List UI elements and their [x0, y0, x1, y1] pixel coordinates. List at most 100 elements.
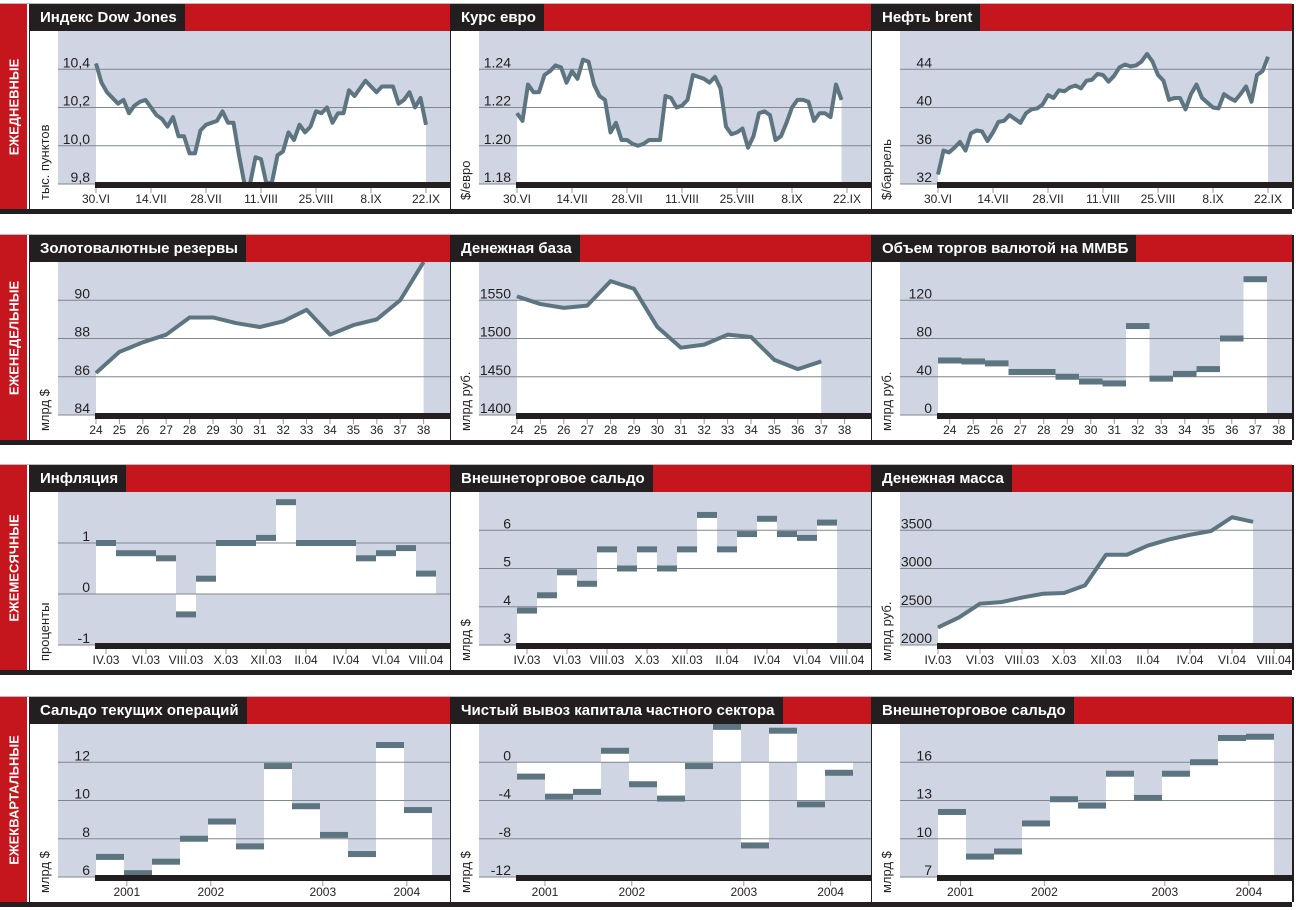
data-point — [1212, 107, 1214, 108]
data-point — [769, 114, 771, 116]
chart-title-bar: Чистый вывоз капитала частного сектора — [451, 697, 871, 724]
data-point — [259, 326, 261, 328]
step-bar — [336, 540, 356, 546]
chart-svg: 10,4 10,2 10,0 9,8 30.VI 14.VII 28.VII 11.VIII 2… — [37, 31, 450, 206]
y-tick-label: 0 — [82, 579, 90, 595]
data-point — [343, 112, 344, 114]
step-bar — [176, 611, 196, 618]
step-bar — [96, 540, 116, 546]
data-point — [1207, 102, 1208, 104]
data-point — [352, 324, 354, 326]
data-point — [539, 303, 541, 305]
area-fill — [938, 53, 1268, 185]
x-tick-label: 11.VIII — [665, 192, 699, 206]
step-fill — [336, 543, 356, 594]
step-bar — [180, 835, 208, 842]
data-point — [742, 128, 743, 130]
data-point — [588, 61, 589, 63]
y-tick-label: 10 — [916, 824, 932, 840]
x-tick-label: 2002 — [197, 885, 224, 899]
data-point — [1190, 93, 1192, 95]
chart-svg: 12 10 8 6 2001 2002 2003 2004 млрд $ — [37, 724, 450, 899]
data-point — [527, 84, 529, 86]
chart-svg: 44 40 36 32 30.VI 14.VII 28.VII 11.VIII 25.VIII 8… — [879, 31, 1292, 206]
data-point — [365, 80, 366, 82]
step-fill — [1149, 378, 1173, 415]
data-point — [1084, 584, 1086, 586]
row-3: ЕЖЕКВАРТАЛЬНЫЕ 12 10 8 6 2001 2002 2003 2004 млрд… — [0, 696, 1294, 907]
data-point — [976, 129, 977, 131]
x-tick-label: 31 — [674, 423, 688, 437]
data-point — [106, 91, 108, 93]
y-tick-label: 0 — [503, 747, 511, 763]
x-tick-label: 28.VII — [190, 192, 221, 206]
data-point — [577, 78, 578, 80]
step-bar — [697, 511, 717, 518]
data-point — [277, 154, 278, 156]
data-point — [604, 99, 606, 101]
data-point — [681, 105, 683, 107]
y-tick-label: -4 — [499, 786, 512, 802]
x-tick-label: 25 — [967, 423, 981, 437]
data-point — [142, 341, 144, 343]
step-fill — [1190, 762, 1218, 877]
data-point — [1251, 101, 1252, 103]
data-point — [586, 305, 588, 307]
step-fill — [1134, 797, 1162, 877]
x-tick-label: VI.04 — [1218, 653, 1246, 667]
chart-svg: 90 88 86 84 24 25 26 27 28 29 30 31 32 33 34 35 36 37 38 мл… — [37, 260, 450, 437]
data-point — [599, 95, 600, 97]
step-fill — [1126, 326, 1150, 415]
data-point — [819, 112, 820, 114]
y-tick-label: 84 — [74, 400, 90, 416]
data-point — [797, 368, 799, 370]
x-tick-label: 35 — [347, 423, 361, 437]
x-tick-label: 2002 — [1031, 885, 1058, 899]
x-tick-label: VI.04 — [793, 653, 821, 667]
data-point — [1234, 100, 1236, 102]
step-fill — [717, 549, 737, 645]
x-tick-label: X.03 — [1052, 653, 1077, 667]
step-bar — [416, 570, 436, 577]
y-axis-label: млрд $ — [37, 850, 52, 893]
data-point — [238, 154, 240, 156]
step-bar — [597, 546, 617, 553]
x-tick-label: 24 — [510, 423, 524, 437]
step-bar — [156, 555, 176, 562]
data-point — [150, 107, 152, 108]
data-point — [797, 99, 798, 101]
y-axis-label: млрд руб. — [879, 602, 894, 661]
step-fill — [1246, 736, 1274, 877]
x-tick-label: 28 — [1037, 423, 1051, 437]
y-axis-label: млрд $ — [458, 618, 473, 661]
y-tick-label: 32 — [916, 169, 932, 185]
data-point — [692, 74, 694, 76]
x-tick-label: 34 — [1178, 423, 1192, 437]
step-fill — [96, 856, 124, 877]
chart-title: Нефть brent — [872, 4, 981, 31]
data-point — [1147, 545, 1149, 547]
x-tick-label: 8.IX — [781, 192, 802, 206]
data-point — [1031, 108, 1032, 110]
data-point — [544, 74, 545, 76]
data-point — [563, 307, 565, 309]
step-bar — [1173, 370, 1197, 377]
data-point — [593, 84, 595, 86]
data-point — [965, 150, 966, 152]
data-point — [824, 112, 826, 114]
x-tick-label: 22.IX — [1254, 192, 1282, 206]
x-axis-baseline — [937, 413, 1292, 419]
step-bar — [1190, 759, 1218, 766]
y-tick-label: 8 — [82, 824, 90, 840]
data-point — [1020, 122, 1021, 124]
x-tick-label: 11.VIII — [1086, 192, 1120, 206]
y-tick-label: 120 — [909, 285, 933, 301]
area-fill — [938, 517, 1253, 645]
step-fill — [938, 811, 966, 877]
step-fill — [1022, 823, 1050, 877]
step-bar — [938, 357, 962, 364]
step-bar — [517, 607, 537, 614]
data-point — [1058, 89, 1060, 91]
data-point — [376, 91, 377, 93]
data-point — [555, 64, 556, 66]
